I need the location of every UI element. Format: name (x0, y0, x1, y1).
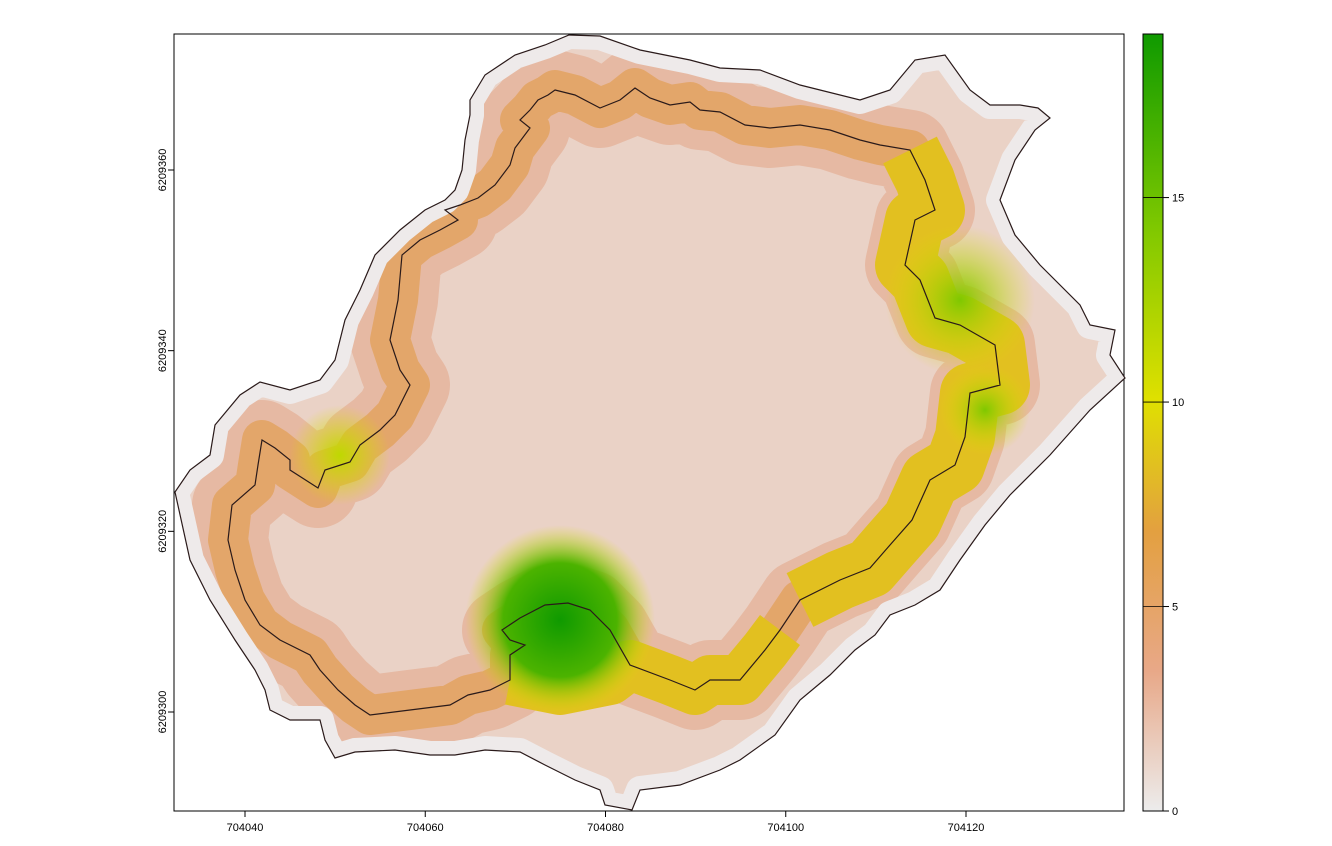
legend-tick-label: 10 (1172, 397, 1184, 409)
y-tick-label: 6209300 (157, 691, 169, 734)
color-legend: 0 5 10 15 (1142, 33, 1184, 818)
legend-colorbar (1142, 33, 1164, 812)
raster-layer (175, 35, 1125, 810)
x-axis: 704040 704060 704080 704100 704120 (227, 811, 985, 834)
x-tick-label: 704080 (587, 822, 624, 834)
x-tick-label: 704060 (407, 822, 444, 834)
x-tick-label: 704120 (948, 822, 985, 834)
x-tick-label: 704040 (227, 822, 264, 834)
x-tick-label: 704100 (767, 822, 804, 834)
y-tick-label: 6209320 (157, 510, 169, 553)
legend-tick-label: 5 (1172, 602, 1178, 614)
y-tick-label: 6209360 (157, 149, 169, 192)
plot-frame (173, 33, 1125, 812)
legend-tick-label: 15 (1172, 193, 1184, 205)
y-axis: 6209300 6209320 6209340 6209360 (157, 149, 174, 734)
legend-tick-label: 0 (1172, 806, 1178, 818)
y-tick-label: 6209340 (157, 329, 169, 372)
